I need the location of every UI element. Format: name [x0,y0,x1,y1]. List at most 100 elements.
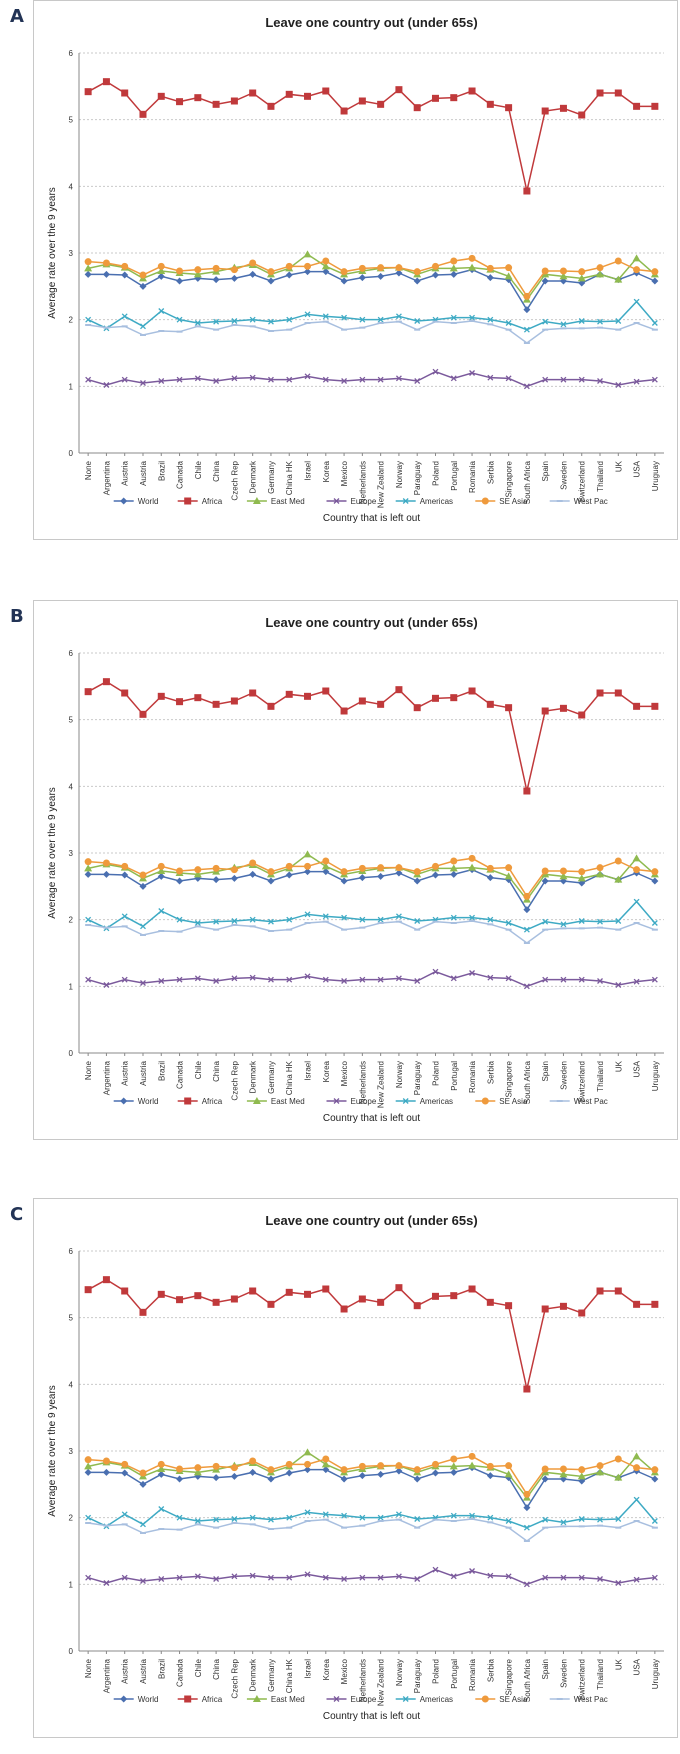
y-axis-label: Average rate over the 9 years [47,787,58,919]
data-point [431,94,439,102]
data-point [249,974,256,981]
legend-item: World [113,1097,158,1106]
data-point [249,259,257,267]
data-point [213,978,220,984]
data-point [304,262,312,270]
data-point [267,868,275,876]
panel-letter: A [10,6,24,27]
data-point [139,871,147,879]
data-point [304,311,311,318]
data-point [304,268,312,276]
data-point [542,318,549,325]
data-point [542,1574,549,1581]
data-point [651,268,659,276]
x-tick-label: Paraguay [413,461,422,495]
data-point [651,702,659,710]
data-point [176,867,184,875]
x-tick-label: Serbia [486,460,495,484]
data-point [542,1516,549,1523]
x-tick-label: Canada [176,1658,185,1687]
legend-item: East Med [246,497,305,506]
series-world [84,266,659,314]
data-point [157,262,165,270]
x-tick-label: Mexico [340,1658,349,1684]
data-point [523,326,530,333]
data-point [486,874,494,882]
data-point [176,1514,183,1521]
data-point [504,872,513,880]
data-point [541,1305,549,1313]
data-point [377,1298,385,1306]
data-point [321,862,330,870]
data-point [359,1514,366,1521]
data-point [487,1514,494,1521]
data-point [487,316,494,323]
data-point [84,1468,92,1476]
x-tick-label: Singapore [505,1658,514,1695]
data-point [505,920,512,926]
series-line [87,970,655,988]
data-point [431,271,439,279]
legend-label: Africa [202,1097,223,1106]
data-point [577,1472,586,1480]
data-point [267,1475,275,1483]
data-point [450,870,458,878]
data-point [341,914,348,921]
series-line [88,268,656,312]
x-tick-label: Germany [267,1061,276,1094]
series-europe [85,368,658,390]
data-point [614,857,622,865]
data-point [395,1284,403,1292]
data-point [121,89,129,97]
x-tick-label: Switzerland [578,1659,587,1700]
series-line [87,370,655,388]
data-point [285,690,293,698]
data-point [304,1509,311,1516]
x-tick-label: Norway [395,1061,404,1088]
data-point [304,92,312,100]
data-point [285,262,293,270]
x-tick-label: UK [614,1658,623,1670]
data-point [596,689,604,697]
data-point [431,862,439,870]
data-point [395,264,403,272]
data-point [158,308,165,314]
data-point [249,1514,256,1521]
panel-letter: B [10,606,24,627]
data-point [633,266,641,274]
data-point [85,1514,92,1521]
data-point [194,320,201,326]
series-se-asia [84,254,659,300]
x-tick-label: Denmark [249,1060,258,1093]
data-point [541,707,549,715]
y-tick-label: 1 [69,982,74,991]
data-point [176,916,183,923]
data-point [249,916,256,923]
x-tick-label: Czech Rep [230,460,239,500]
data-point [340,877,348,885]
data-point [85,1574,92,1581]
data-point [578,111,586,119]
x-tick-label: South Africa [523,1060,532,1104]
panel-letter: C [10,1204,24,1225]
data-point [102,259,110,267]
data-point [176,976,183,983]
data-point [614,89,622,97]
data-point [194,1518,201,1524]
data-point [469,970,476,976]
x-tick-label: Poland [431,1659,440,1684]
data-point [121,862,129,870]
y-tick-label: 4 [69,782,74,791]
data-point [450,694,458,702]
data-point [176,698,184,706]
data-point [121,262,129,270]
data-point [230,97,238,105]
data-point [341,314,348,321]
data-point [651,1300,659,1308]
data-point [340,277,348,285]
data-point [230,274,238,282]
data-point [157,862,165,870]
data-point [469,1512,476,1519]
data-point [486,1462,494,1470]
data-point [140,1578,146,1584]
